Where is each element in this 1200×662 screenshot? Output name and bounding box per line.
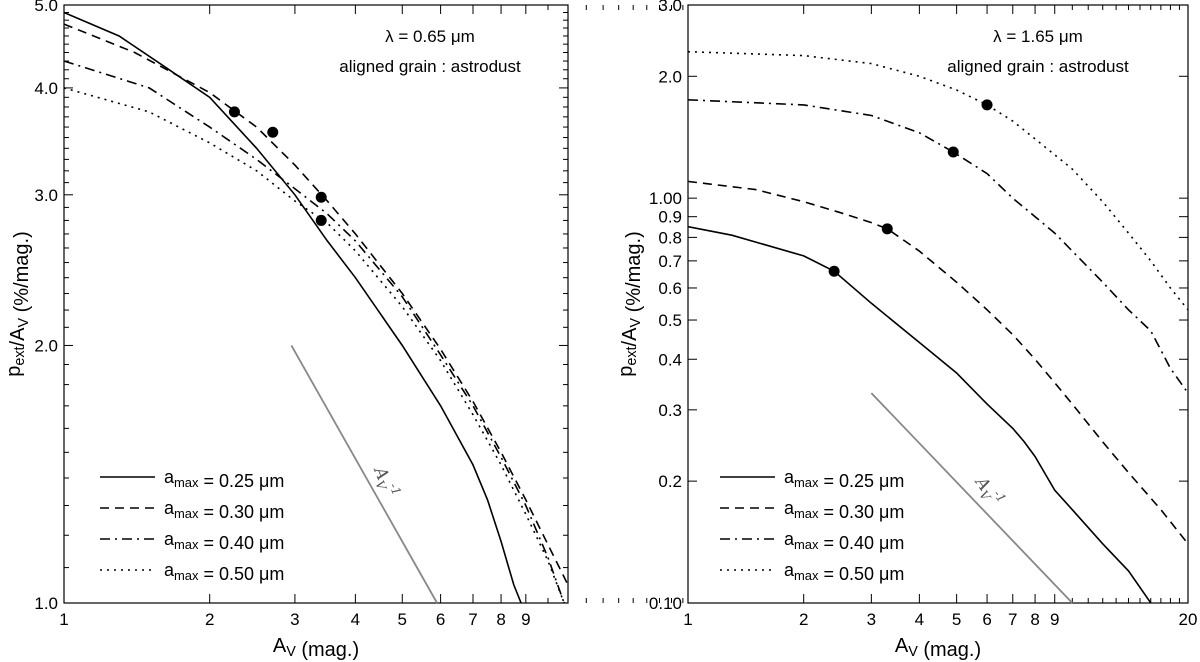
x-tick-label: 9: [521, 610, 530, 629]
series-line-dotted: [64, 87, 565, 603]
x-tick-label: 8: [1030, 610, 1039, 629]
x-tick-label: 1: [683, 610, 692, 629]
x-tick-label: 3: [867, 610, 876, 629]
legend-label: amax = 0.40 μm: [784, 529, 904, 553]
data-marker: [828, 265, 840, 277]
plot-frame: [63, 4, 569, 604]
y-tick-label: 0.9: [658, 208, 682, 227]
x-tick-label: 4: [351, 610, 360, 629]
y-tick-label: 0.8: [658, 228, 682, 247]
y-tick-label: 1.00: [649, 189, 682, 208]
x-tick-label: 5: [952, 610, 961, 629]
x-tick-label: 3: [290, 610, 299, 629]
series-line-dashed: [64, 23, 568, 586]
plot-frame: [687, 4, 1189, 604]
data-marker: [947, 146, 959, 158]
series-line-dashdot: [688, 99, 1188, 394]
series-line-dashed: [688, 180, 1188, 545]
legend-label: amax = 0.25 μm: [164, 467, 284, 491]
wavelength-annotation: λ = 1.65 μm: [993, 27, 1083, 46]
data-marker: [267, 126, 279, 138]
data-marker: [881, 223, 893, 235]
x-tick-label: 8: [496, 610, 505, 629]
x-tick-label: 9: [1050, 610, 1059, 629]
y-tick-label: 3.0: [34, 186, 58, 205]
x-axis-label: AV (mag.): [273, 635, 359, 661]
y-axis-label: pext/AV (%/mag.): [615, 231, 645, 377]
reference-slope-label: AV-1: [367, 461, 404, 502]
y-tick-label: 0.4: [658, 350, 682, 369]
y-tick-label: 0.2: [658, 472, 682, 491]
legend-label: amax = 0.30 μm: [164, 498, 284, 522]
x-tick-label: 1: [59, 610, 68, 629]
x-tick-label: 7: [1008, 610, 1017, 629]
legend-label: amax = 0.50 μm: [784, 560, 904, 584]
data-marker: [315, 191, 327, 203]
data-marker: [315, 214, 327, 226]
x-tick-label: 6: [436, 610, 445, 629]
y-tick-label: 4.0: [34, 79, 58, 98]
series-line-solid: [64, 11, 522, 603]
x-tick-label: 6: [982, 610, 991, 629]
y-tick-label: 1.0: [34, 594, 58, 613]
y-tick-label: 0.5: [658, 311, 682, 330]
reference-slope-line: [870, 392, 1073, 604]
wavelength-annotation: λ = 0.65 μm: [385, 27, 475, 46]
x-axis-label: AV (mag.): [895, 635, 981, 661]
y-tick-label: 5.0: [34, 0, 58, 15]
data-marker: [981, 99, 993, 111]
y-tick-label: 0.3: [658, 401, 682, 420]
x-tick-label: 7: [468, 610, 477, 629]
y-tick-label: 0.6: [658, 279, 682, 298]
left-panel-chart: 1 2 3 4 5 6 7 8 9 1.0 2.0 3.0 4.0 5.0 AV (mag.) pext/AV…: [3, 0, 684, 661]
legend-label: amax = 0.50 μm: [164, 560, 284, 584]
right-panel-chart: 1 2 3 4 5 6 7 8 9 20 0.10 0.2 0.3 0.4 0.5 0.6 0.7 0.80.91…: [615, 0, 1197, 661]
y-axis-label: pext/AV (%/mag.): [3, 231, 33, 377]
x-tick-label: 2: [799, 610, 808, 629]
legend-label: amax = 0.40 μm: [164, 529, 284, 553]
x-tick-label: 2: [205, 610, 214, 629]
x-tick-label: 20: [1179, 610, 1198, 629]
grain-annotation: aligned grain : astrodust: [339, 57, 521, 76]
series-line-solid: [688, 225, 1152, 603]
legend-label: amax = 0.25 μm: [784, 467, 904, 491]
grain-annotation: aligned grain : astrodust: [947, 57, 1129, 76]
y-tick-label: 0.10: [649, 594, 682, 613]
x-tick-label: 5: [398, 610, 407, 629]
data-marker: [228, 106, 240, 118]
y-tick-label: 3.0: [658, 0, 682, 15]
y-tick-label: 2.0: [658, 67, 682, 86]
x-tick-label: 4: [915, 610, 924, 629]
series-line-dashdot: [64, 60, 565, 603]
y-tick-label: 2.0: [34, 336, 58, 355]
reference-slope-line: [290, 345, 438, 604]
reference-slope-label: AV-1: [968, 469, 1009, 512]
legend-label: amax = 0.30 μm: [784, 498, 904, 522]
y-tick-label: 0.7: [658, 252, 682, 271]
series-line-dotted: [688, 50, 1188, 311]
